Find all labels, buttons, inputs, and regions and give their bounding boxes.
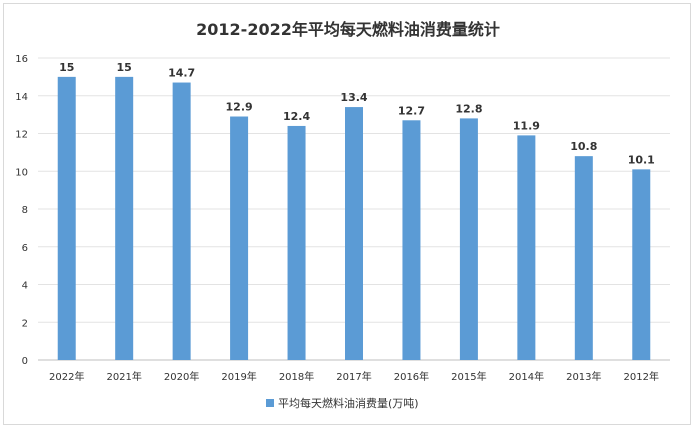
bar (57, 76, 76, 360)
bar (115, 76, 134, 360)
x-tick-label: 2015年 (451, 370, 486, 383)
data-label: 12.9 (226, 101, 253, 114)
data-label: 15 (59, 61, 74, 74)
bar (517, 135, 536, 360)
y-tick-label: 4 (22, 281, 28, 292)
y-tick-label: 12 (15, 130, 28, 141)
y-tick-label: 8 (22, 205, 28, 216)
data-label: 12.4 (283, 110, 310, 123)
legend-swatch (266, 399, 274, 407)
data-label: 15 (117, 61, 132, 74)
bar (345, 107, 363, 360)
data-label: 11.9 (513, 119, 540, 132)
data-label: 10.1 (628, 153, 655, 166)
chart-title: 2012-2022年平均每天燃料油消费量统计 (196, 20, 500, 39)
x-tick-label: 2016年 (394, 370, 429, 383)
y-tick-label: 14 (15, 92, 28, 103)
x-tick-label: 2022年 (49, 370, 84, 383)
bar (402, 120, 421, 360)
y-tick-label: 6 (22, 243, 28, 254)
bar (632, 169, 651, 360)
bar (172, 82, 191, 360)
data-label: 14.7 (168, 67, 195, 80)
chart-frame (3, 3, 691, 425)
data-label: 12.8 (455, 102, 482, 115)
x-tick-label: 2018年 (279, 370, 314, 383)
x-tick-label: 2019年 (221, 370, 256, 383)
bar (574, 156, 593, 360)
x-tick-label: 2020年 (164, 370, 199, 383)
data-label: 13.4 (340, 91, 367, 104)
bar (287, 125, 306, 360)
x-tick-label: 2012年 (624, 370, 659, 383)
x-tick-label: 2017年 (336, 370, 371, 383)
y-tick-label: 0 (22, 356, 28, 367)
bar (459, 118, 478, 361)
bar (230, 116, 249, 360)
x-tick-label: 2013年 (566, 370, 601, 383)
y-tick-label: 16 (15, 54, 28, 65)
x-tick-label: 2014年 (509, 370, 544, 383)
data-label: 10.8 (570, 140, 597, 153)
y-tick-label: 2 (22, 318, 28, 329)
legend: 平均每天燃料油消费量(万吨) (266, 396, 419, 410)
y-tick-label: 10 (15, 167, 28, 178)
legend-label: 平均每天燃料油消费量(万吨) (278, 396, 419, 410)
data-label: 12.7 (398, 104, 425, 117)
x-tick-label: 2021年 (106, 370, 141, 383)
